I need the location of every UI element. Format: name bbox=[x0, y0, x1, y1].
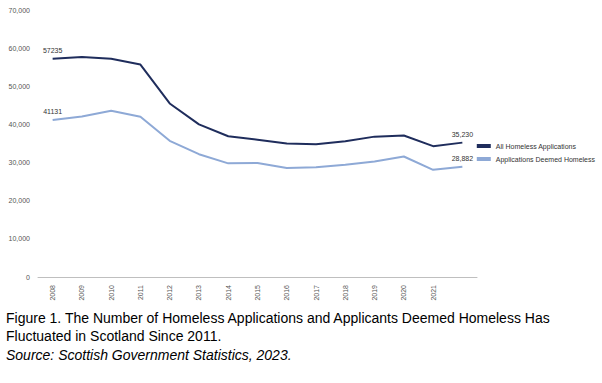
html-text:Source: Scottish Government St: Source: Scottish Government Statistics, … bbox=[6, 347, 292, 363]
svg-text:70,000: 70,000 bbox=[9, 7, 31, 14]
svg-text:2017: 2017 bbox=[313, 285, 320, 301]
svg-text:28,882: 28,882 bbox=[452, 155, 474, 162]
svg-text:2011: 2011 bbox=[137, 285, 144, 300]
svg-text:35,230: 35,230 bbox=[452, 131, 474, 138]
svg-text:40,000: 40,000 bbox=[9, 121, 31, 128]
svg-text:2013: 2013 bbox=[195, 285, 202, 301]
svg-text:2008: 2008 bbox=[49, 285, 56, 301]
svg-text:60,000: 60,000 bbox=[9, 45, 31, 52]
svg-text:2016: 2016 bbox=[283, 285, 290, 301]
svg-text:30,000: 30,000 bbox=[9, 159, 31, 166]
html-text:Figure 1. The Number of Homele: Figure 1. The Number of Homeless Applica… bbox=[6, 310, 550, 344]
svg-text:2021: 2021 bbox=[430, 285, 437, 301]
svg-text:57235: 57235 bbox=[43, 47, 63, 54]
svg-text:2010: 2010 bbox=[108, 285, 115, 301]
svg-text:Applications Deemed Homeless: Applications Deemed Homeless bbox=[496, 156, 596, 164]
svg-text:All Homeless Applications: All Homeless Applications bbox=[496, 143, 577, 151]
svg-text:50,000: 50,000 bbox=[9, 83, 31, 90]
svg-text:2015: 2015 bbox=[254, 285, 261, 301]
svg-text:2009: 2009 bbox=[78, 285, 85, 301]
svg-text:10,000: 10,000 bbox=[9, 235, 31, 242]
svg-text:2019: 2019 bbox=[371, 285, 378, 301]
svg-text:41131: 41131 bbox=[43, 108, 62, 115]
svg-text:20,000: 20,000 bbox=[9, 197, 31, 204]
svg-text:2012: 2012 bbox=[166, 285, 173, 301]
svg-text:2020: 2020 bbox=[400, 285, 407, 301]
svg-text:2018: 2018 bbox=[342, 285, 349, 301]
svg-text:0: 0 bbox=[26, 274, 30, 281]
svg-text:2014: 2014 bbox=[225, 285, 232, 301]
